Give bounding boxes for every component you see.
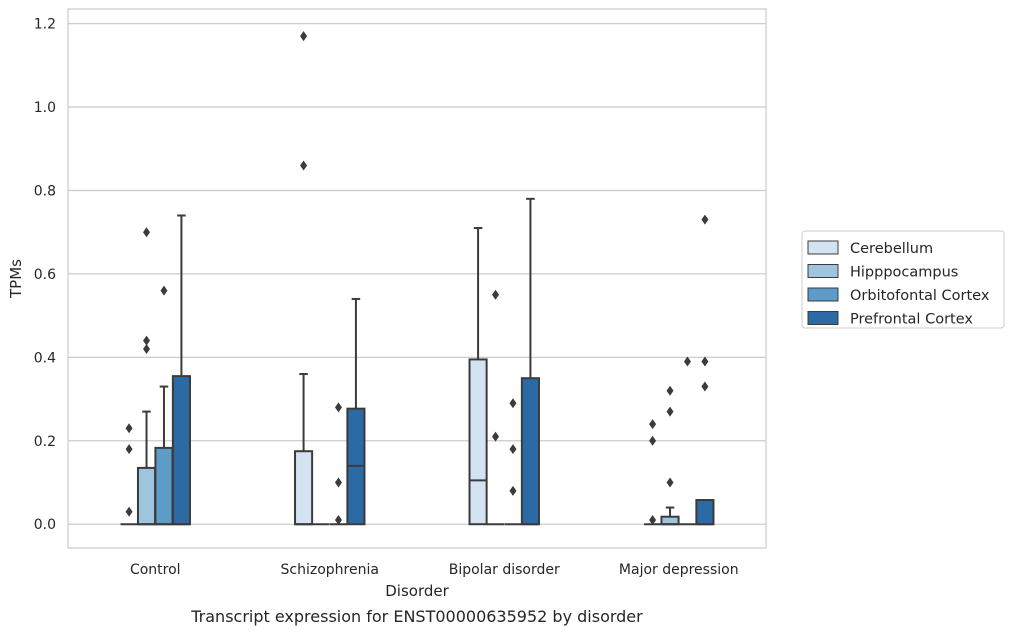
outlier-point: [701, 356, 709, 367]
x-tick-label: Control: [130, 562, 181, 578]
y-axis-label: TPMs: [7, 259, 25, 299]
outlier-point: [125, 506, 133, 517]
legend-frame: [801, 230, 1005, 329]
outlier-point: [649, 515, 657, 526]
outlier-point: [701, 214, 709, 225]
box-body: [154, 446, 174, 526]
legend: Cerebellum Hipppocampus Orbitofontal Corte…: [801, 230, 1005, 329]
box-prefrontal-cortex: [346, 297, 366, 526]
outlier-point: [666, 385, 674, 396]
plot-area-frame: [67, 8, 767, 549]
box-cerebellum: [468, 227, 488, 526]
box-cerebellum: [644, 419, 662, 526]
boxes: [120, 31, 715, 526]
outlier-point: [683, 356, 691, 367]
y-tick-label: 0.8: [34, 183, 56, 199]
x-tick-label: Major depression: [619, 562, 739, 578]
legend-swatch: [807, 240, 839, 255]
box-body: [520, 377, 540, 526]
outlier-point: [666, 406, 674, 417]
box-cerebellum: [120, 423, 138, 526]
y-tick-label: 1.0: [34, 100, 56, 116]
box-hipppocampus: [136, 227, 157, 526]
outlier-point: [125, 423, 133, 434]
y-tick-label: 0.6: [34, 267, 56, 283]
outlier-point: [143, 344, 151, 355]
box-body: [660, 515, 680, 526]
box-hipppocampus: [660, 385, 680, 526]
box-orbitofontal-cortex: [329, 402, 348, 526]
box-orbitofontal-cortex: [678, 356, 697, 526]
legend-swatch: [807, 287, 839, 302]
outlier-point: [334, 515, 342, 526]
box-body: [468, 358, 488, 526]
box-orbitofontal-cortex: [504, 398, 522, 526]
outlier-point: [143, 335, 151, 346]
box-orbitofontal-cortex: [154, 285, 174, 526]
box-prefrontal-cortex: [695, 214, 715, 526]
outlier-point: [649, 419, 657, 430]
x-tick-label: Bipolar disorder: [449, 562, 560, 578]
outlier-point: [160, 285, 168, 296]
outlier-point: [509, 398, 517, 409]
outlier-point: [334, 477, 342, 488]
outlier-point: [492, 431, 500, 442]
outlier-point: [509, 485, 517, 496]
box-body: [695, 499, 715, 526]
outlier-point: [666, 477, 674, 488]
box-prefrontal-cortex: [520, 197, 540, 526]
x-axis-label: Disorder: [385, 582, 449, 600]
outlier-point: [509, 444, 517, 455]
outlier-point: [125, 444, 133, 455]
outlier-point: [649, 435, 657, 446]
x-tick-label: Schizophrenia: [281, 562, 379, 578]
legend-label: Hipppocampus: [850, 265, 958, 281]
y-tick-label: 0.0: [34, 517, 56, 533]
x-axis-ticks: Control Schizophrenia Bipolar disorder Majo…: [130, 562, 739, 578]
legend-label: Orbitofontal Cortex: [850, 288, 990, 304]
y-tick-label: 0.4: [34, 350, 56, 366]
y-tick-label: 0.2: [34, 434, 56, 450]
outlier-point: [300, 31, 308, 42]
outlier-point: [334, 402, 342, 413]
box-cerebellum: [294, 31, 314, 526]
box-body: [136, 466, 157, 526]
chart-caption: Transcript expression for ENST0000063595…: [190, 607, 643, 626]
legend-swatch: [807, 311, 839, 325]
y-axis-ticks: 0.0 0.2 0.4 0.6 0.8 1.0 1.2: [34, 17, 56, 534]
box-body: [294, 450, 314, 526]
legend-label: Prefrontal Cortex: [850, 312, 973, 328]
y-tick-label: 1.2: [34, 17, 56, 33]
legend-swatch: [807, 264, 839, 278]
box-hipppocampus: [486, 289, 505, 526]
outlier-point: [300, 160, 308, 171]
box-body: [171, 375, 191, 526]
outlier-point: [143, 227, 151, 238]
outlier-point: [492, 289, 500, 300]
legend-label: Cerebellum: [850, 241, 933, 257]
box-prefrontal-cortex: [171, 214, 191, 526]
outlier-point: [701, 381, 709, 392]
